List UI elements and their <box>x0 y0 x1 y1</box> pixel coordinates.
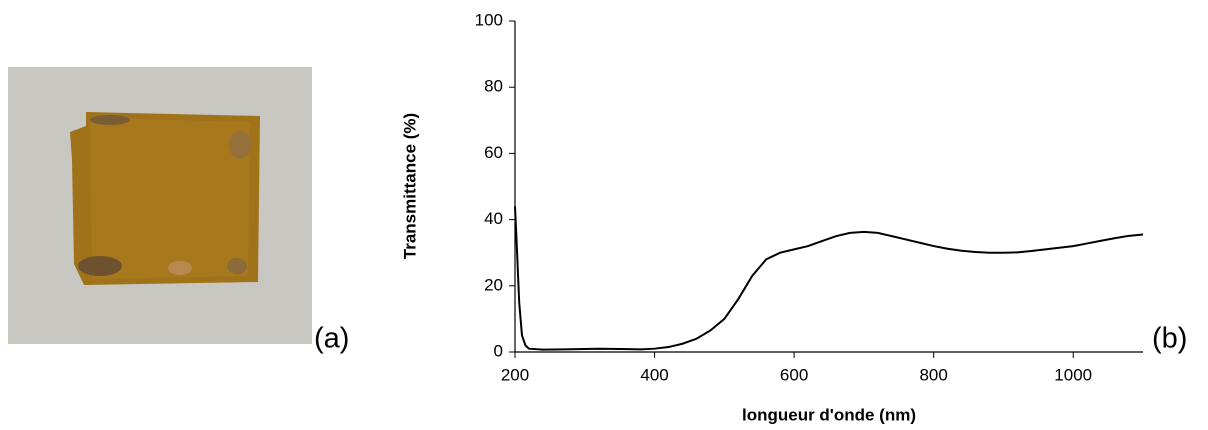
y-tick-label: 40 <box>484 209 503 228</box>
panel-label: (b) <box>1152 323 1187 355</box>
stain <box>229 131 251 159</box>
data-line <box>514 206 1144 351</box>
x-tick-label: 800 <box>919 365 947 384</box>
stain <box>168 261 192 275</box>
stain <box>78 256 122 276</box>
y-tick-label: 0 <box>494 341 503 360</box>
sample-sheen <box>90 118 250 279</box>
y-axis-title: Transmittance (%) <box>400 113 419 259</box>
x-tick-label: 1000 <box>1054 365 1092 384</box>
x-tick-label: 600 <box>780 365 808 384</box>
y-tick-label: 60 <box>484 143 503 162</box>
x-tick-label: 400 <box>640 365 668 384</box>
stain <box>90 115 130 125</box>
x-tick-label: 200 <box>501 365 529 384</box>
y-tick-label: 20 <box>484 275 503 294</box>
y-tick-label: 80 <box>484 77 503 96</box>
stain <box>227 258 247 274</box>
photo <box>8 67 312 344</box>
panel-label: (a) <box>314 323 349 355</box>
x-axis-title: longueur d'onde (nm) <box>742 405 916 424</box>
y-tick-label: 100 <box>475 10 503 29</box>
